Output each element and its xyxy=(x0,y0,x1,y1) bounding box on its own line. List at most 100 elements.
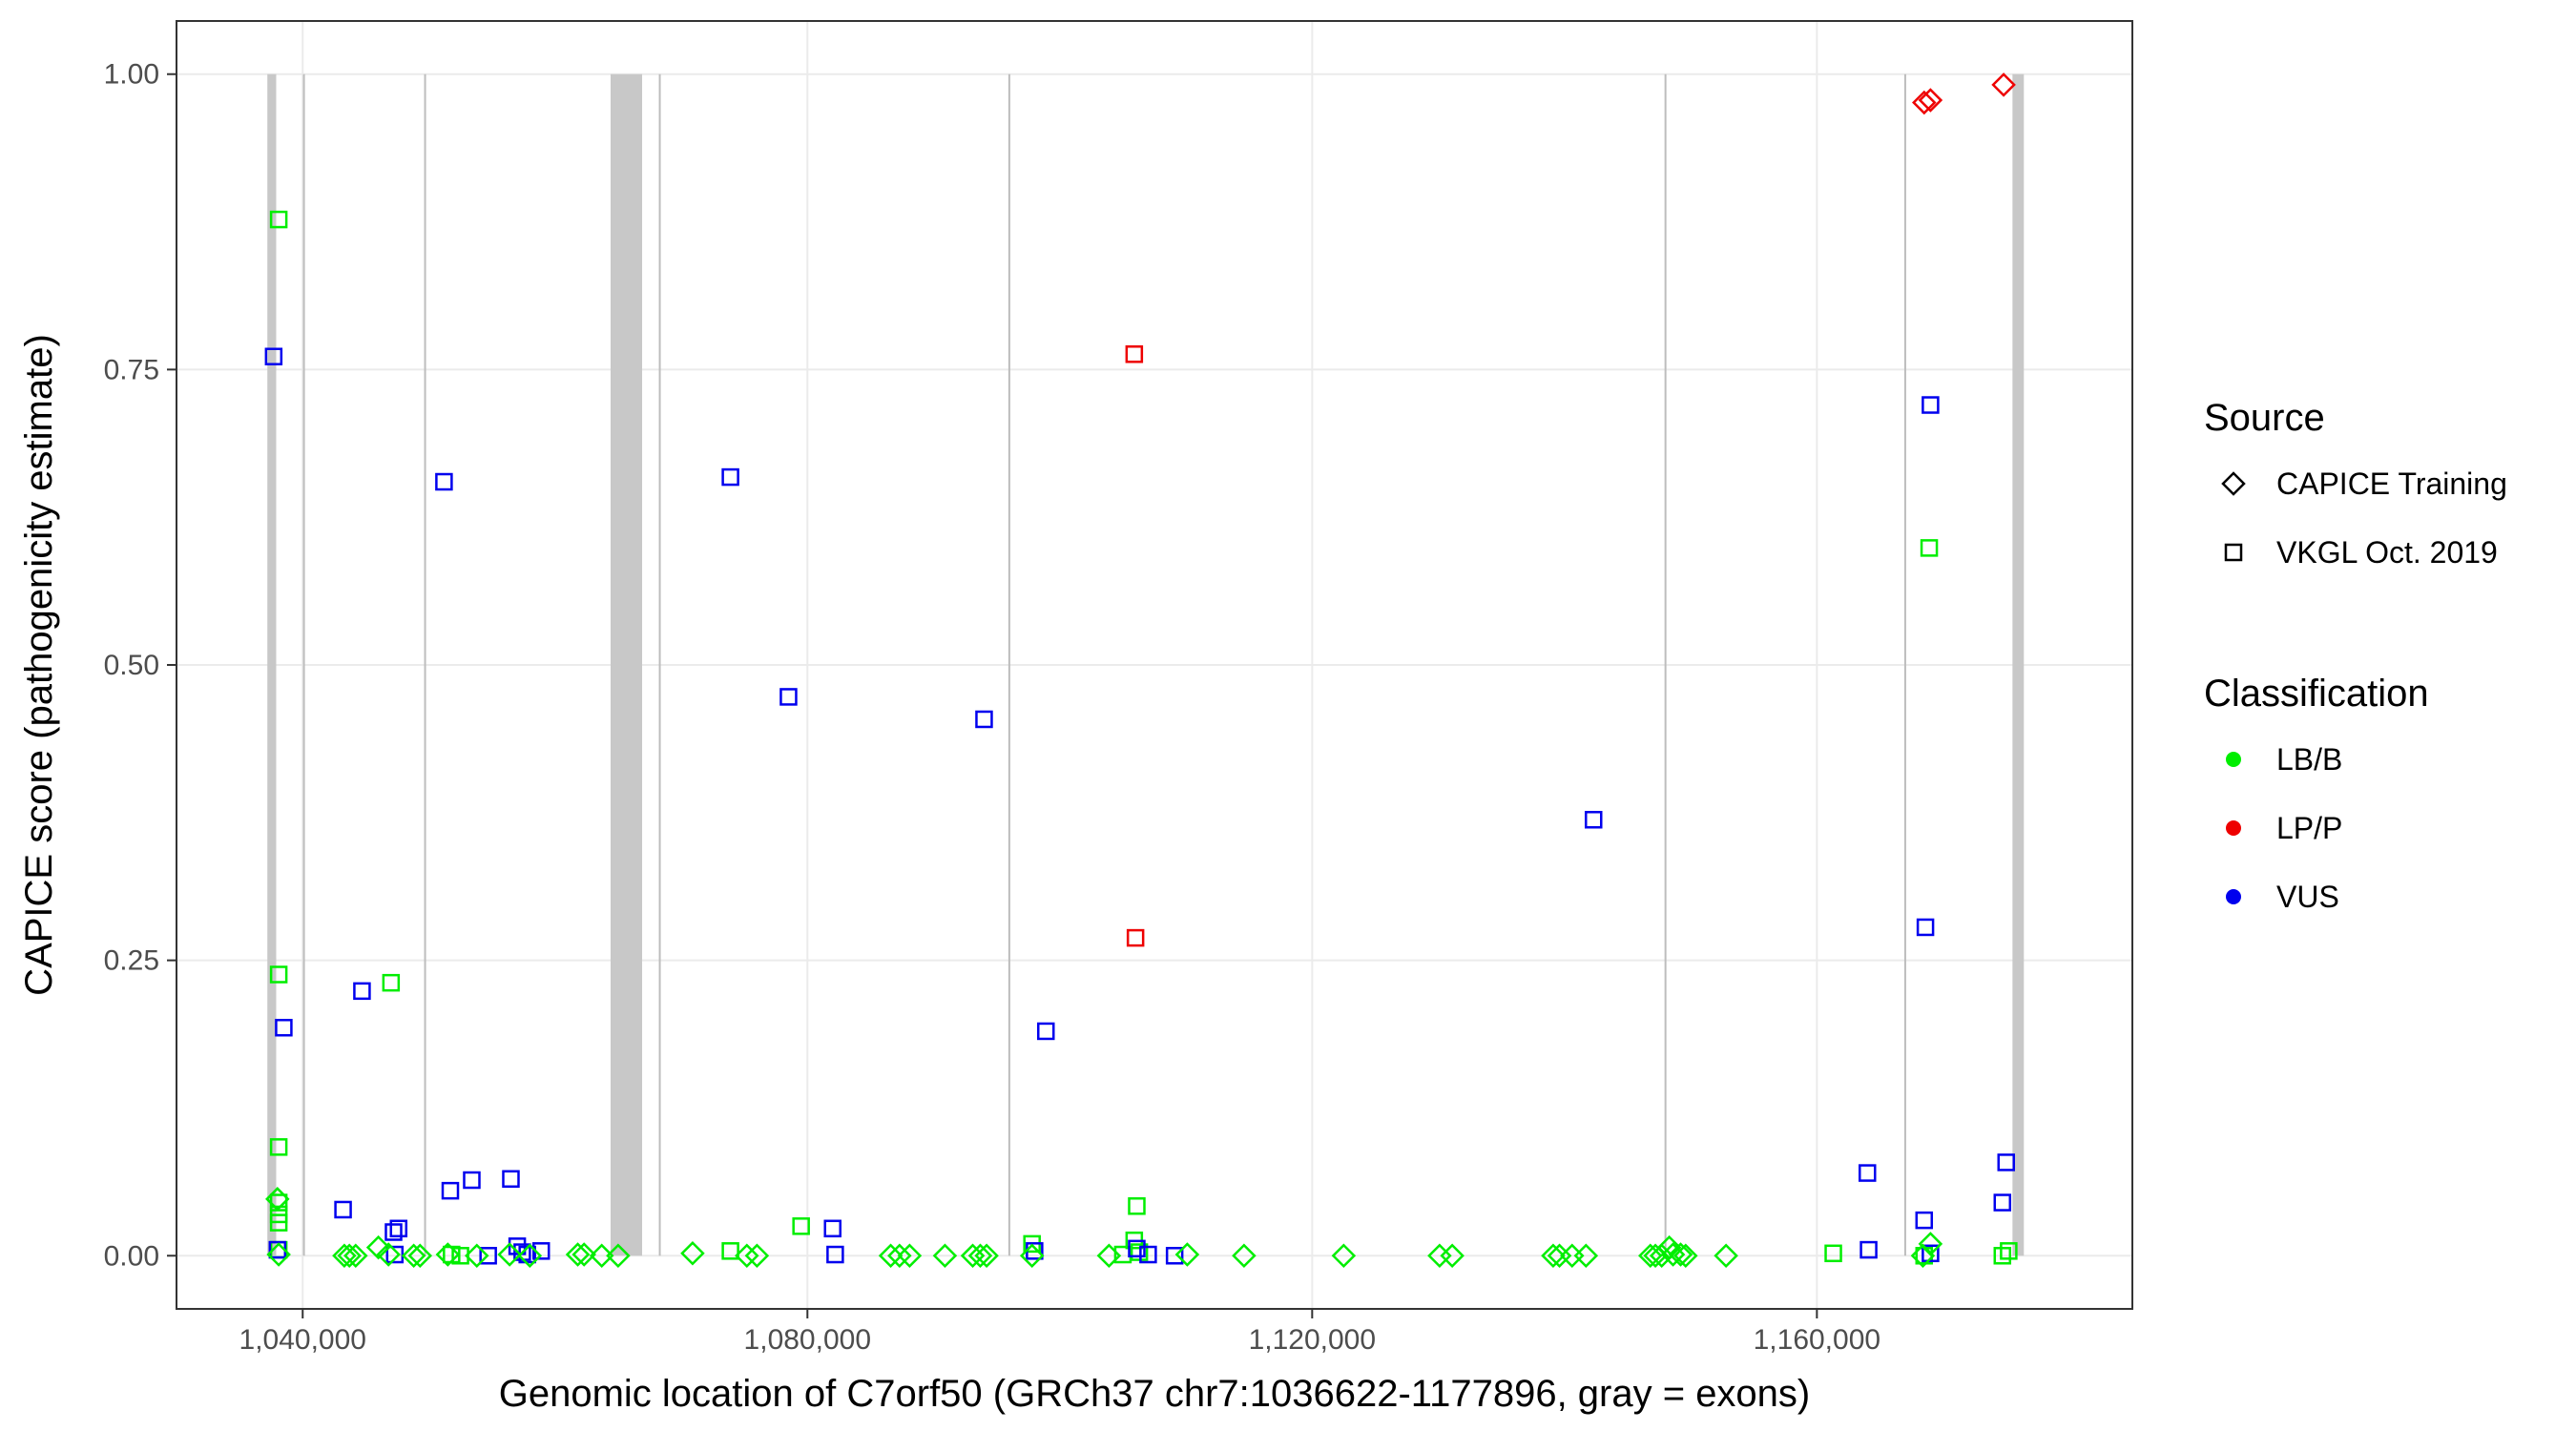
data-point-diamond xyxy=(1649,1243,1674,1269)
data-point-square xyxy=(823,1219,841,1238)
legend: Source CAPICE Training VKGL Oct. 2019 Cla… xyxy=(2204,397,2507,914)
data-point-square xyxy=(269,210,288,229)
data-point-square xyxy=(275,1018,293,1037)
data-point-square xyxy=(385,1245,405,1264)
data-point-square xyxy=(1859,1164,1877,1182)
legend-class-label: LP/P xyxy=(2276,811,2342,845)
x-axis-title: Genomic location of C7orf50 (GRCh37 chr7… xyxy=(499,1373,1811,1415)
data-point-square xyxy=(1585,810,1603,829)
y-axis-ticks: 0.00 0.25 0.50 0.75 1.00 xyxy=(104,59,177,1272)
data-point-square xyxy=(1997,1153,2015,1172)
y-tick-label: 0.00 xyxy=(104,1240,159,1272)
data-points xyxy=(264,73,2018,1269)
data-point-diamond xyxy=(1638,1243,1663,1269)
data-point-square xyxy=(1922,396,1940,414)
data-point-square xyxy=(721,467,739,487)
data-point-diamond xyxy=(878,1243,904,1269)
data-point-square xyxy=(1128,1196,1146,1215)
data-point-diamond xyxy=(1331,1243,1357,1269)
data-point-square xyxy=(531,1242,551,1260)
data-point-diamond xyxy=(343,1243,368,1269)
y-tick-label: 0.50 xyxy=(104,650,159,681)
data-point-square xyxy=(1916,918,1935,937)
data-point-diamond xyxy=(680,1241,705,1266)
data-point-square xyxy=(264,347,283,365)
data-point-square xyxy=(502,1170,520,1189)
data-point-square xyxy=(826,1245,844,1264)
data-point-diamond xyxy=(1232,1243,1257,1269)
exon-bands xyxy=(267,73,2025,1256)
data-point-square xyxy=(389,1219,408,1238)
data-point-diamond xyxy=(1918,1232,1943,1256)
data-point-diamond xyxy=(974,1243,999,1269)
data-point-diamond xyxy=(967,1243,993,1269)
data-point-diamond xyxy=(565,1242,591,1267)
data-point-square xyxy=(1993,1193,2012,1212)
data-point-diamond xyxy=(1991,73,2016,97)
data-point-square xyxy=(1126,928,1145,947)
data-point-square xyxy=(1993,1247,2012,1265)
data-point-square xyxy=(441,1181,460,1200)
data-point-square xyxy=(435,472,453,491)
exon-band xyxy=(610,73,643,1256)
data-point-square xyxy=(1139,1245,1157,1264)
legend-diamond-icon xyxy=(2221,471,2246,496)
data-point-diamond xyxy=(897,1243,923,1269)
data-point-diamond xyxy=(932,1243,958,1269)
x-tick-label: 1,120,000 xyxy=(1249,1324,1376,1356)
data-point-diamond xyxy=(1096,1243,1122,1269)
x-tick-label: 1,160,000 xyxy=(1754,1324,1880,1356)
data-point-diamond xyxy=(1656,1234,1682,1260)
data-point-diamond xyxy=(265,1187,290,1212)
data-point-diamond xyxy=(606,1243,631,1269)
data-point-diamond xyxy=(887,1243,912,1269)
legend-classification-items: LB/B LP/P VUS xyxy=(2226,742,2342,914)
x-axis-ticks: 1,040,000 1,080,000 1,120,000 1,160,000 xyxy=(239,1309,1880,1356)
data-point-diamond xyxy=(1912,90,1937,115)
data-point-diamond xyxy=(332,1243,357,1269)
legend-class-label: LB/B xyxy=(2276,742,2342,777)
data-point-square xyxy=(975,710,993,729)
legend-color-dot xyxy=(2226,889,2241,904)
data-point-diamond xyxy=(1668,1242,1693,1267)
data-point-square xyxy=(382,973,401,992)
data-point-square xyxy=(334,1200,352,1219)
legend-class-label: VUS xyxy=(2276,880,2339,914)
gene-structure-lines xyxy=(302,73,1906,1256)
data-point-diamond xyxy=(407,1243,433,1269)
data-point-diamond xyxy=(1673,1243,1698,1269)
data-point-square xyxy=(721,1242,739,1260)
data-point-diamond xyxy=(1440,1243,1465,1269)
x-tick-label: 1,080,000 xyxy=(744,1324,871,1356)
data-point-diamond xyxy=(1019,1243,1045,1269)
data-point-diamond xyxy=(1918,88,1943,113)
data-point-diamond xyxy=(589,1243,614,1269)
data-point-square xyxy=(1125,345,1144,363)
data-point-square xyxy=(1824,1244,1842,1263)
y-axis-title: CAPICE score (pathogenicity estimate) xyxy=(18,334,60,996)
y-tick-label: 1.00 xyxy=(104,59,159,91)
data-point-diamond xyxy=(1714,1243,1738,1269)
data-point-square xyxy=(269,1138,288,1156)
legend-color-dot xyxy=(2226,820,2241,836)
data-point-square xyxy=(1915,1211,1934,1230)
data-point-diamond xyxy=(571,1242,596,1267)
data-point-diamond xyxy=(465,1243,489,1269)
legend-source-label: CAPICE Training xyxy=(2276,467,2507,501)
data-point-diamond xyxy=(735,1243,759,1269)
legend-classification-title: Classification xyxy=(2204,673,2429,715)
data-point-diamond xyxy=(1573,1243,1599,1269)
data-point-diamond xyxy=(744,1243,770,1269)
legend-source-title: Source xyxy=(2204,397,2325,439)
data-point-square xyxy=(1165,1247,1184,1265)
y-tick-label: 0.75 xyxy=(104,354,159,385)
data-point-diamond xyxy=(1541,1243,1566,1269)
data-point-diamond xyxy=(1174,1242,1200,1267)
major-gridlines xyxy=(177,21,2132,1309)
data-point-square xyxy=(779,688,798,706)
data-point-diamond xyxy=(337,1243,362,1269)
data-point-square xyxy=(792,1217,810,1235)
data-point-square xyxy=(269,965,288,984)
data-point-square xyxy=(1128,1239,1146,1258)
